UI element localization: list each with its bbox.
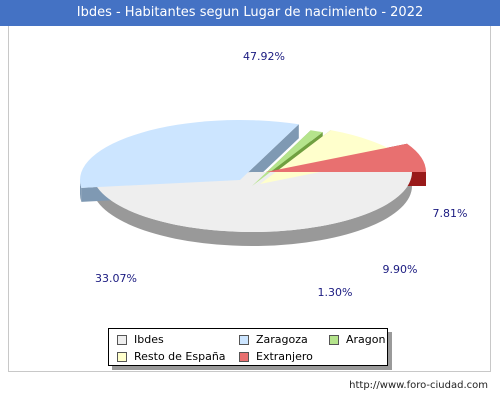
- legend-swatch-resto-espana: [117, 351, 127, 362]
- pie-side-zaragoza-0: [79, 180, 82, 202]
- legend: Ibdes Zaragoza Aragon Resto de España Ex…: [108, 328, 388, 366]
- pie-side-ibdes-0: [93, 172, 413, 247]
- pie-label-extranjero: 7.81%: [433, 207, 468, 220]
- legend-swatch-extranjero: [239, 351, 249, 362]
- legend-label-extranjero: Extranjero: [256, 350, 313, 363]
- pie-slice-aragon: [252, 130, 323, 186]
- legend-label-resto-espana: Resto de España: [134, 350, 226, 363]
- pie-label-zaragoza: 33.07%: [95, 272, 137, 285]
- legend-item-aragon: Aragon: [329, 333, 385, 346]
- pie-label-aragon: 1.30%: [318, 286, 353, 299]
- legend-item-extranjero: Extranjero: [239, 350, 313, 363]
- chart-title: Ibdes - Habitantes segun Lugar de nacimi…: [0, 0, 500, 26]
- legend-label-zaragoza: Zaragoza: [256, 333, 308, 346]
- legend-item-zaragoza: Zaragoza: [239, 333, 308, 346]
- legend-item-ibdes: Ibdes: [117, 333, 164, 346]
- pie-slice-ibdes: [93, 172, 413, 233]
- legend-item-resto-espana: Resto de España: [117, 350, 226, 363]
- pie-label-ibdes: 47.92%: [243, 50, 285, 63]
- footer-url[interactable]: http://www.foro-ciudad.com: [349, 380, 488, 391]
- legend-swatch-ibdes: [117, 334, 127, 345]
- pie-slice-extranjero: [266, 143, 426, 172]
- legend-label-ibdes: Ibdes: [134, 333, 164, 346]
- legend-swatch-zaragoza: [239, 334, 249, 345]
- legend-label-aragon: Aragon: [346, 333, 386, 346]
- legend-swatch-aragon: [329, 334, 339, 345]
- pie-slice-zaragoza: [79, 119, 299, 188]
- pie-label-resto-espana: 9.90%: [383, 263, 418, 276]
